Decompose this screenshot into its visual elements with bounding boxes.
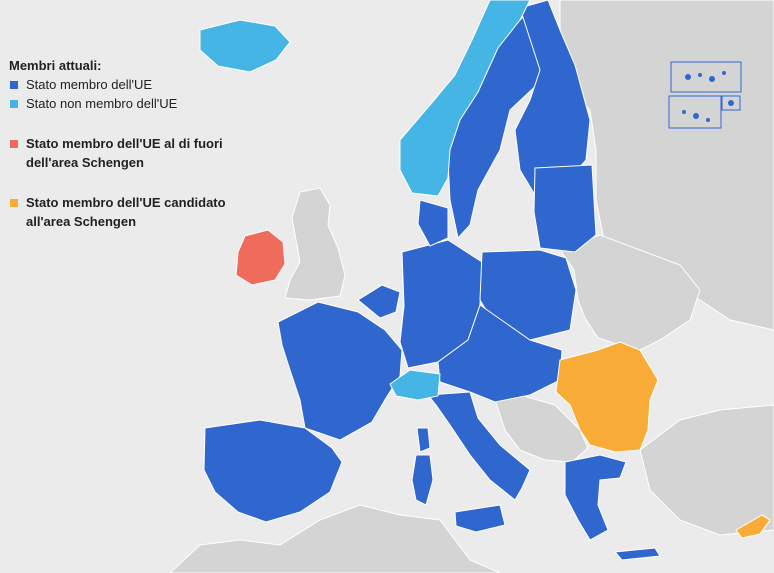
inset-island	[706, 118, 710, 122]
legend-item-eu-member: Stato membro dell'UE	[9, 75, 259, 94]
map-legend: Membri attuali: Stato membro dell'UE Sta…	[9, 58, 259, 231]
legend-item-candidate: Stato membro dell'UE candidato all'area …	[9, 193, 259, 231]
region-switzerland	[389, 369, 441, 401]
inset-frame-madeira	[721, 95, 741, 111]
region-central-europe	[437, 304, 563, 403]
outside-schengen-swatch	[10, 140, 18, 148]
land-turkey	[639, 404, 774, 536]
inset-island	[682, 110, 686, 114]
legend-label-outside-schengen: Stato membro dell'UE al di fuori dell'ar…	[26, 136, 223, 170]
land-ukraine-belarus	[559, 234, 701, 351]
non-eu-members	[199, 0, 531, 401]
inset-frame-azores	[668, 95, 722, 129]
region-denmark	[417, 199, 449, 247]
region-romania-bulgaria	[555, 341, 659, 453]
inset-island	[693, 113, 699, 119]
land-balkans	[494, 394, 589, 463]
candidate-members	[555, 341, 771, 539]
eu-member-swatch	[10, 81, 18, 89]
candidate-swatch	[10, 199, 18, 207]
non-eu-swatch	[10, 100, 18, 108]
island-iceland	[199, 19, 291, 73]
region-greece	[564, 454, 627, 541]
island-cyprus	[735, 514, 771, 539]
island-sardinia	[411, 454, 434, 506]
non-member-land	[169, 0, 774, 573]
legend-label-non-eu: Stato non membro dell'UE	[26, 96, 178, 111]
inset-island	[698, 73, 702, 77]
island-crete	[613, 547, 661, 561]
legend-label-candidate: Stato membro dell'UE candidato all'area …	[26, 195, 226, 229]
land-north-africa	[169, 504, 501, 573]
region-norway	[399, 0, 531, 197]
region-france	[277, 301, 403, 441]
outside-schengen-members	[235, 229, 286, 286]
inset-island	[728, 100, 734, 106]
legend-title: Membri attuali:	[9, 58, 102, 73]
inset-island	[685, 74, 691, 80]
region-ireland	[235, 229, 286, 286]
region-italy	[427, 391, 531, 501]
outermost-regions-insets	[668, 61, 742, 129]
eu-members	[203, 0, 661, 561]
region-iberia	[203, 419, 343, 523]
inset-island	[709, 76, 715, 82]
region-benelux	[357, 284, 401, 319]
land-great-britain	[284, 187, 346, 301]
region-baltics	[533, 164, 597, 253]
island-sicily	[454, 504, 506, 533]
inset-frame-canaries	[670, 61, 742, 93]
inset-island	[722, 71, 726, 75]
legend-item-outside-schengen: Stato membro dell'UE al di fuori dell'ar…	[9, 134, 259, 172]
legend-item-non-eu: Stato non membro dell'UE	[9, 94, 259, 113]
legend-label-eu-member: Stato membro dell'UE	[26, 77, 153, 92]
island-corsica	[416, 427, 431, 453]
